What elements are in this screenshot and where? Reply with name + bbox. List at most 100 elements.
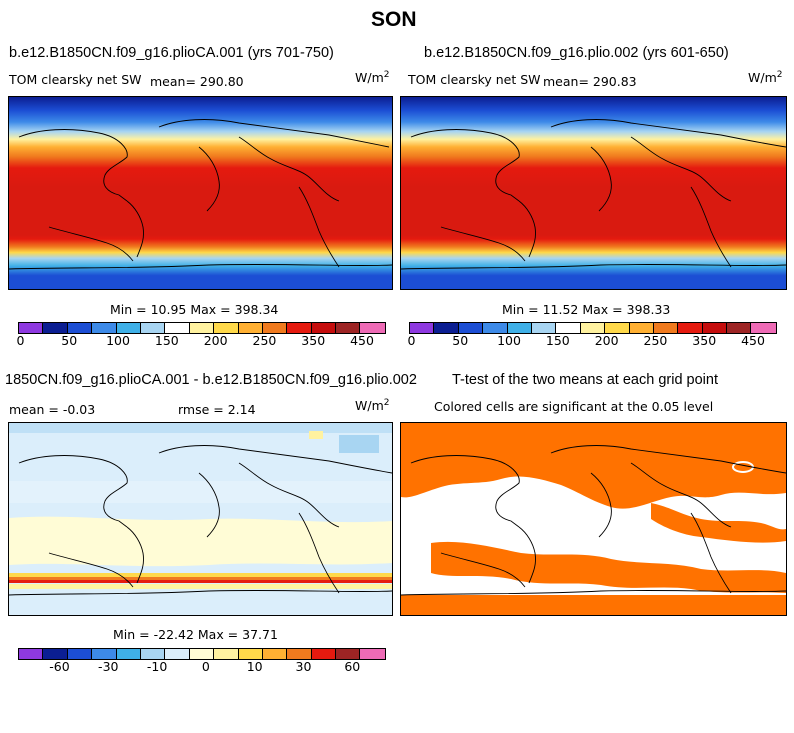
- panel2-map: [400, 96, 787, 290]
- colorbar-tick-label: 450: [350, 333, 374, 348]
- colorbar-swatch: [238, 323, 263, 333]
- panel3-units-base: W/m: [355, 398, 384, 414]
- colorbar-swatch: [140, 649, 166, 659]
- panel2-units-sup: 2: [776, 70, 783, 80]
- colorbar-tick-label: 50: [452, 333, 469, 348]
- colorbar-swatch: [531, 323, 557, 333]
- colorbar-tick-label: 100: [106, 333, 130, 348]
- colorbar-swatch: [165, 323, 190, 333]
- panel3-minmax: Min = -22.42 Max = 37.71: [113, 627, 278, 642]
- colorbar-swatch: [116, 649, 141, 659]
- colorbar-tick-label: 100: [497, 333, 521, 348]
- panel3-coastlines: [9, 445, 392, 596]
- colorbar-swatch: [43, 649, 68, 659]
- colorbar-tick-label: 200: [594, 333, 619, 348]
- panel4-case-title: T-test of the two means at each grid poi…: [452, 372, 718, 388]
- colorbar-tick-label: 0: [201, 659, 210, 674]
- panel1-variable: TOM clearsky net SW: [9, 72, 142, 87]
- colorbar-tick-label: 50: [61, 333, 78, 348]
- colorbar-swatch: [678, 323, 703, 333]
- colorbar-swatch: [311, 323, 337, 333]
- panel3-units-sup: 2: [383, 398, 390, 408]
- colorbar-tick-label: -30: [98, 659, 119, 674]
- panel3-map: [8, 422, 393, 616]
- colorbar-swatch: [67, 649, 93, 659]
- panel2-mean: mean= 290.83: [543, 74, 637, 89]
- panel1-field: [9, 97, 392, 289]
- colorbar-swatch: [116, 323, 141, 333]
- figure-title: SON: [371, 8, 417, 31]
- colorbar-swatch: [434, 323, 459, 333]
- colorbar-swatch: [702, 323, 728, 333]
- colorbar-tick-label: 0: [407, 333, 416, 348]
- colorbar-swatch: [410, 323, 435, 333]
- colorbar-tick-label: 250: [252, 333, 277, 348]
- panel1-coastlines: [9, 119, 392, 270]
- colorbar-swatch: [629, 323, 654, 333]
- panel3-colorbar-ticks: -60 -30 -10 0 10 30 60: [18, 659, 384, 675]
- panel1-units: W/m2: [355, 70, 389, 85]
- panel1-case-title: b.e12.B1850CN.f09_g16.plioCA.001 (yrs 70…: [9, 45, 334, 61]
- panel2-colorbar-ticks: 0 50 100 150 200 250 350 450: [407, 333, 775, 349]
- colorbar-swatch: [214, 649, 239, 659]
- colorbar-swatch: [92, 649, 117, 659]
- panel3-rmse: rmse = 2.14: [178, 402, 256, 417]
- panel1-units-base: W/m: [355, 70, 384, 86]
- colorbar-swatch: [67, 323, 93, 333]
- colorbar-tick-label: 30: [295, 659, 312, 674]
- colorbar-swatch: [43, 323, 68, 333]
- colorbar-swatch: [19, 649, 44, 659]
- panel1-mean: mean= 290.80: [150, 74, 244, 89]
- colorbar-tick-label: 150: [545, 333, 570, 348]
- colorbar-swatch: [653, 323, 679, 333]
- colorbar-swatch: [92, 323, 117, 333]
- colorbar-swatch: [360, 323, 385, 333]
- colorbar-swatch: [311, 649, 337, 659]
- panel4-subtitle: Colored cells are significant at the 0.0…: [434, 399, 714, 414]
- panel1-map: [8, 96, 393, 290]
- panel4-coastlines: [401, 445, 786, 596]
- colorbar-swatch: [238, 649, 263, 659]
- panel2-coastlines: [401, 119, 786, 270]
- colorbar-tick-label: 350: [692, 333, 717, 348]
- panel2-colorbar: [409, 322, 777, 334]
- colorbar-swatch: [262, 323, 288, 333]
- colorbar-swatch: [189, 323, 215, 333]
- colorbar-swatch: [336, 323, 361, 333]
- colorbar-tick-label: 350: [301, 333, 326, 348]
- colorbar-swatch: [727, 323, 752, 333]
- colorbar-tick-label: 200: [203, 333, 228, 348]
- panel3-anomalies: [9, 423, 392, 589]
- colorbar-tick-label: 60: [344, 659, 361, 674]
- colorbar-swatch: [189, 649, 215, 659]
- panel1-colorbar: [18, 322, 386, 334]
- panel2-field: [401, 97, 786, 289]
- panel4-significant-cells: [401, 423, 786, 615]
- panel2-variable: TOM clearsky net SW: [408, 72, 541, 87]
- panel4-map: [400, 422, 787, 616]
- colorbar-swatch: [556, 323, 581, 333]
- colorbar-tick-label: -10: [146, 659, 168, 674]
- colorbar-swatch: [580, 323, 606, 333]
- panel2-case-title: b.e12.B1850CN.f09_g16.plio.002 (yrs 601-…: [424, 45, 729, 61]
- panel1-units-sup: 2: [383, 70, 390, 80]
- colorbar-swatch: [165, 649, 190, 659]
- panel2-minmax: Min = 11.52 Max = 398.33: [502, 302, 671, 317]
- colorbar-swatch: [336, 649, 361, 659]
- colorbar-swatch: [507, 323, 532, 333]
- panel3-case-title: 1850CN.f09_g16.plioCA.001 - b.e12.B1850C…: [5, 372, 417, 388]
- colorbar-tick-label: -60: [49, 659, 70, 674]
- colorbar-tick-label: 10: [246, 659, 263, 674]
- colorbar-tick-label: 250: [643, 333, 668, 348]
- colorbar-swatch: [360, 649, 385, 659]
- panel2-units-base: W/m: [748, 70, 777, 86]
- colorbar-tick-label: 150: [154, 333, 179, 348]
- panel3-units: W/m2: [355, 398, 389, 413]
- colorbar-swatch: [287, 323, 312, 333]
- colorbar-swatch: [605, 323, 630, 333]
- colorbar-swatch: [483, 323, 508, 333]
- panel1-minmax: Min = 10.95 Max = 398.34: [110, 302, 279, 317]
- panel3-mean: mean = -0.03: [9, 402, 96, 417]
- colorbar-swatch: [262, 649, 288, 659]
- colorbar-swatch: [751, 323, 776, 333]
